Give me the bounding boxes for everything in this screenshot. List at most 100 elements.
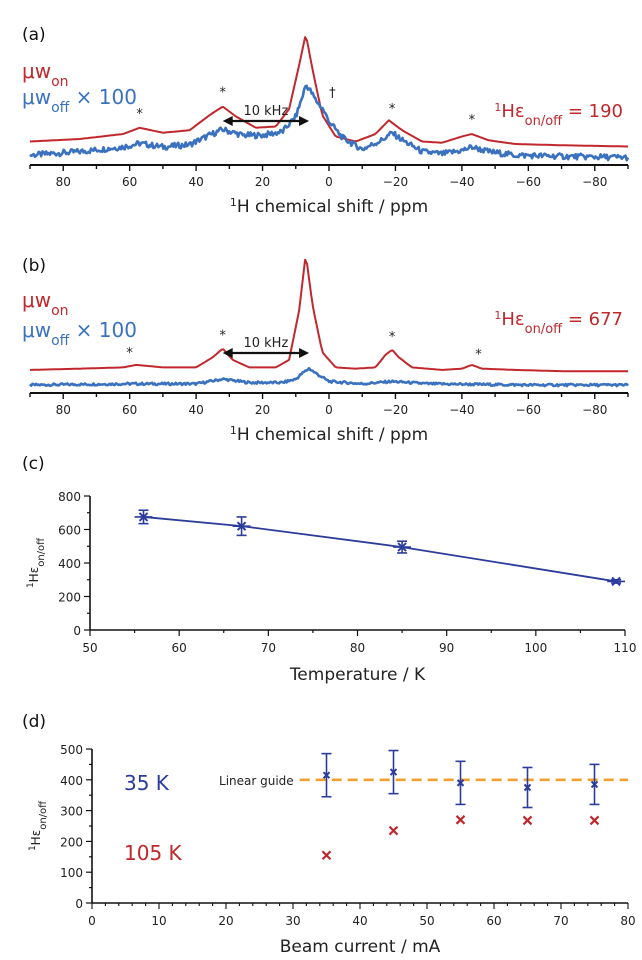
- point-marker: [523, 783, 532, 792]
- x-axis-label: 1H chemical shift / ppm: [230, 424, 428, 446]
- sideband-asterisk: *: [389, 330, 396, 345]
- data-point-105k: [455, 815, 466, 825]
- series-label-105k: 105 K: [124, 841, 183, 865]
- spectrum-trace-mw-off: [29, 84, 630, 162]
- x-tick-label: −40: [449, 403, 474, 417]
- sideband-asterisk: *: [126, 346, 133, 361]
- x-tick-label: 20: [255, 403, 270, 417]
- point-marker: [389, 768, 398, 776]
- arrow-head-left: [222, 116, 233, 126]
- series-label-35k: 35 K: [124, 771, 170, 795]
- beam-current-plot: (d) 0 10 20 30 40 50 60 70 80 0 100 200 300 400 500 Beam…: [22, 712, 636, 957]
- x-tick-label: 40: [352, 914, 367, 928]
- arrow-label-10khz: 10 kHz: [243, 104, 288, 119]
- data-point-105k: [321, 850, 332, 861]
- panel-label: (c): [22, 454, 45, 474]
- y-tick-label: 200: [60, 835, 83, 849]
- x-tick-label: 70: [553, 914, 568, 928]
- x-tick-label: 60: [486, 914, 501, 928]
- panel-label: (b): [22, 256, 46, 276]
- data-point-35k: [522, 766, 533, 809]
- temperature-data-point: [393, 540, 411, 554]
- point-marker: [138, 512, 149, 522]
- y-tick-label: 500: [60, 743, 83, 757]
- sideband-asterisk: *: [219, 329, 226, 344]
- y-tick-label: 100: [60, 866, 83, 880]
- x-tick-label: 0: [88, 914, 96, 928]
- spectrum-panel-b: (b) 80 60 40 20 0 −20 −40 −60 −80 1H chemical shif…: [22, 256, 629, 446]
- legend-entry-mw-off: μwoff × 100: [22, 318, 137, 349]
- temperature-data-point: [232, 516, 251, 537]
- data-point-35k: [455, 760, 466, 806]
- temperature-plot: (c) 50 60 70 80 90 100 110 0 200 400 600 800 Temperat…: [22, 454, 636, 685]
- x-tick-label: −20: [383, 403, 408, 417]
- point-marker: [590, 780, 599, 789]
- arrow-head-right: [299, 116, 310, 126]
- dagger-marker: †: [329, 86, 336, 101]
- y-axis-label: 1Hεon/off: [26, 537, 47, 588]
- sideband-asterisk: *: [389, 102, 396, 117]
- x-tick-label: 40: [188, 175, 203, 189]
- x-tick-label: 60: [122, 175, 137, 189]
- x-tick-label: 50: [419, 914, 434, 928]
- x-tick-label: 60: [122, 403, 137, 417]
- sideband-asterisk: *: [469, 113, 476, 128]
- y-tick-label: 0: [75, 897, 83, 911]
- arrow-head-left: [222, 348, 233, 358]
- linear-guide-label: Linear guide: [219, 774, 294, 788]
- legend-entry-mw-on: μwon: [22, 59, 69, 90]
- y-tick-label: 400: [58, 557, 81, 571]
- x-tick-label: 40: [188, 403, 203, 417]
- panel-label: (a): [22, 25, 46, 45]
- point-marker: [456, 779, 465, 787]
- x-tick-label: 0: [325, 175, 333, 189]
- panel-label: (d): [22, 712, 46, 732]
- data-point-35k: [321, 752, 332, 798]
- y-axis-label: 1Hεon/off: [28, 800, 49, 851]
- data-point-35k: [388, 749, 399, 795]
- spectrum-trace-mw-on: [30, 258, 628, 373]
- sideband-asterisk: *: [136, 107, 143, 122]
- x-tick-label: 80: [56, 403, 71, 417]
- data-point-105k: [522, 815, 533, 826]
- sideband-asterisk: *: [475, 347, 482, 362]
- x-axis-label: Beam current / mA: [280, 937, 441, 957]
- x-tick-label: 70: [261, 641, 276, 655]
- x-tick-label: −80: [582, 175, 607, 189]
- x-axis-label: 1H chemical shift / ppm: [230, 196, 428, 218]
- y-tick-label: 300: [60, 805, 83, 819]
- y-tick-label: 0: [73, 624, 81, 638]
- x-tick-label: −40: [449, 175, 474, 189]
- data-point-105k: [388, 825, 399, 836]
- spectrum-trace-mw-off: [28, 366, 629, 388]
- spectrum-panel-a: (a) 80 60 40 20 0 −20 −40 −60 −80 1H chemical shif…: [22, 25, 630, 218]
- spectrum-trace-mw-on: [29, 36, 628, 148]
- x-axis-label: Temperature / K: [289, 665, 426, 685]
- y-tick-label: 400: [60, 774, 83, 788]
- x-tick-label: −60: [516, 175, 541, 189]
- x-tick-label: 30: [285, 914, 300, 928]
- enhancement-value: 1Hεon/off = 190: [494, 101, 623, 129]
- x-tick-label: 100: [524, 641, 547, 655]
- x-tick-label: 80: [620, 914, 635, 928]
- x-tick-label: 0: [325, 403, 333, 417]
- y-tick-label: 200: [58, 591, 81, 605]
- data-point-35k: [589, 763, 600, 806]
- temperature-data-point: [134, 509, 153, 525]
- x-tick-label: 80: [56, 175, 71, 189]
- x-tick-label: 90: [439, 641, 454, 655]
- point-marker: [236, 521, 247, 531]
- y-tick-label: 800: [58, 490, 81, 504]
- legend-entry-mw-off: μwoff × 100: [22, 85, 137, 116]
- x-tick-label: 20: [255, 175, 270, 189]
- x-tick-label: 80: [350, 641, 365, 655]
- temperature-data-point: [607, 576, 625, 587]
- legend-entry-mw-on: μwon: [22, 288, 69, 319]
- x-tick-label: 10: [151, 914, 166, 928]
- x-tick-label: −20: [383, 175, 408, 189]
- point-marker: [397, 542, 407, 552]
- point-marker: [611, 576, 621, 587]
- arrow-head-right: [299, 348, 310, 358]
- arrow-label-10khz: 10 kHz: [243, 336, 288, 351]
